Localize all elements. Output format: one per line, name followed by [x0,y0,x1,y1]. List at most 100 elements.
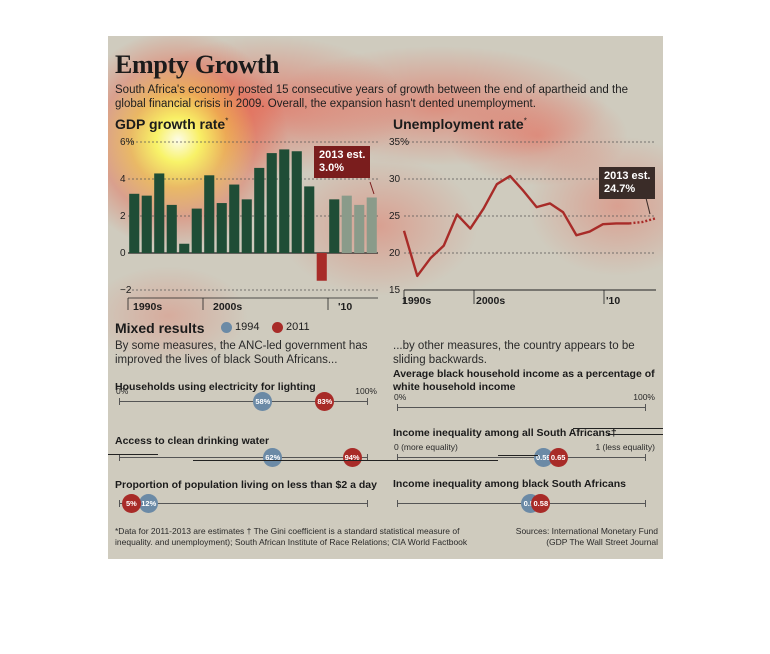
gdp-bar [241,199,252,253]
metric-axis-track [397,407,645,408]
gdp-bar [216,203,227,253]
stray-line [498,455,538,456]
dot-2011: 0.65 [548,447,568,467]
unemployment-callout-value: 24.7% [604,183,636,195]
gdp-bar [166,204,177,253]
gdp-bar [204,175,215,253]
gdp-bar [129,193,140,253]
gdp-bar [154,173,165,253]
unemployment-y-tick-label: 35% [389,137,409,148]
sources: Sources: International Monetary Fund (GD… [515,526,658,547]
metric-axis-tick [397,404,398,411]
gdp-x-tick-label: 1990s [133,301,162,313]
gdp-callout-value: 3.0% [319,162,345,174]
gdp-bar [141,195,152,253]
unemployment-y-tick-label: 20 [389,248,401,259]
metric-axis-tick [645,454,646,461]
gdp-bar [254,167,265,253]
gdp-bar [304,186,315,253]
legend-label-1994: 1994 [235,321,260,333]
dot-1994: 0.59 [533,447,553,467]
gdp-y-tick-label: 0 [120,248,126,259]
unemployment-y-tick-label: 15 [389,285,401,296]
unemployment-callout-label: 2013 est. [604,170,651,182]
metric-axis-track [397,457,645,458]
stray-line [193,460,498,461]
unemployment-2013-callout: 2013 est. 24.7% [599,167,656,199]
footnote: *Data for 2011-2013 are estimates † The … [115,526,468,547]
left-metric-label: Households using electricity for lightin… [115,381,316,393]
legend-label-2011: 2011 [286,321,310,333]
metric-axis-min-label: 0% [394,392,407,402]
dot-2011: 94% [342,447,362,467]
gdp-bar [354,204,365,253]
metric-axis-max-label: 100% [355,386,377,396]
dot-2011: 5% [121,493,141,513]
left-metric-label: Access to clean drinking water [115,435,270,447]
unemployment-estimate-line [629,217,657,225]
stray-line [108,454,158,455]
right-intro-text: ...by other measures, the country appear… [393,340,635,366]
unemployment-callout-pointer [645,197,651,215]
gdp-2013-callout: 2013 est. 3.0% [314,146,371,178]
metric-axis-min-label: 0 (more equality) [394,442,458,452]
gdp-y-tick-label: 4 [120,174,126,185]
metric-axis-tick [367,398,368,405]
metric-axis-track [119,457,367,458]
gdp-bar [191,208,202,253]
right-metric-label: Income inequality among all South Africa… [393,427,617,439]
gdp-chart-title: GDP growth rate* [115,116,229,132]
gdp-bar [229,184,240,253]
unemployment-x-tick-label: '10 [606,295,620,307]
metric-axis-min-label: 0% [116,386,129,396]
metric-axis-tick [119,454,120,461]
unemployment-x-tick-label: 2000s [476,295,505,307]
gdp-bar [341,195,352,253]
unemployment-x-tick-label: 1990s [402,295,431,307]
gdp-y-tick-label: 2 [120,211,126,222]
unemployment-chart-title: Unemployment rate* [393,116,527,132]
metric-axis-tick [645,404,646,411]
gdp-bar [316,253,327,281]
right-metric-label: Average black household income as a perc… [393,368,655,393]
infographic-card: Empty Growth South Africa's economy post… [108,36,663,559]
unemployment-y-tick-label: 30 [389,174,401,185]
legend-dot-1994 [221,322,232,333]
dot-1994: 12% [139,493,159,513]
gdp-callout-pointer [369,181,375,195]
dot-2011: 83% [315,391,335,411]
metric-axis-tick [397,454,398,461]
gdp-x-tick-label: 2000s [213,301,242,313]
dot-2011: 0.58 [531,493,551,513]
unemployment-line [402,174,630,278]
left-intro-text: By some measures, the ANC-led government… [115,340,368,366]
gdp-bar [291,151,302,253]
gdp-bar [279,149,290,253]
mixed-results-title: Mixed results [115,320,205,336]
metric-axis-tick [119,500,120,507]
gdp-callout-label: 2013 est. [319,149,366,161]
metric-axis-track [397,503,645,504]
metric-axis-tick [645,500,646,507]
gdp-bar [329,199,340,253]
gdp-x-tick-label: '10 [338,301,352,313]
metric-axis-max-label: 1 (less equality) [595,442,655,452]
metric-axis-tick [367,454,368,461]
metric-axis-track [119,503,367,504]
dot-1994: 58% [253,391,273,411]
left-metric-label: Proportion of population living on less … [115,479,377,491]
right-metric-label: Income inequality among black South Afri… [393,478,626,490]
unemployment-y-tick-label: 25 [389,211,401,222]
gdp-bar [366,197,377,253]
gdp-bar [179,243,190,253]
dot-1994: 62% [263,447,283,467]
page-subtitle: South Africa's economy posted 15 consecu… [115,84,628,110]
legend-dot-2011 [272,322,283,333]
metric-axis-max-label: 100% [633,392,655,402]
metric-axis-tick [397,500,398,507]
metric-axis-tick [367,500,368,507]
gdp-y-tick-label: 6% [120,137,135,148]
stray-line [573,428,663,429]
metric-axis-track [119,401,367,402]
gdp-y-tick-label: −2 [120,285,132,296]
